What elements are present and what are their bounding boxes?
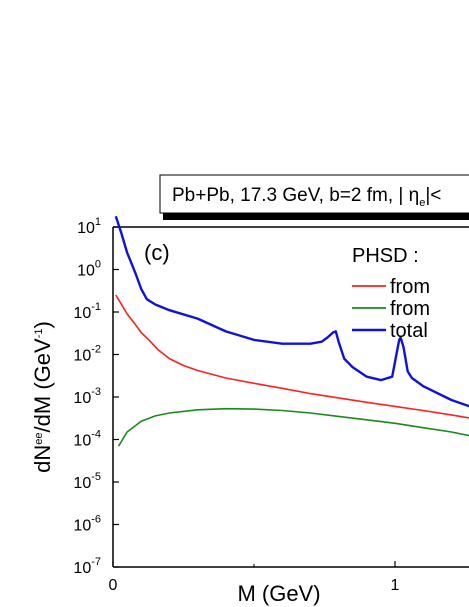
series-line-1 [115, 294, 469, 419]
panel-label: (c) [144, 240, 170, 265]
y-tick-label: 10-3 [73, 386, 101, 407]
x-tick-label: 1 [391, 577, 400, 594]
x-tick-label: 0 [109, 577, 118, 594]
legend-label-2: from [390, 298, 430, 320]
y-axis-label: dNee/dM (GeV-1) [30, 321, 55, 473]
y-tick-label: 10-5 [73, 471, 101, 492]
legend-label-3: total [390, 320, 428, 342]
y-tick-label: 10-2 [73, 344, 101, 365]
chart-title: Pb+Pb, 17.3 GeV, b=2 fm, | ηe|< [172, 185, 441, 209]
series-line-3 [114, 215, 469, 408]
legend-label-1: from [390, 276, 430, 298]
y-tick-label: 10-6 [73, 514, 101, 535]
y-tick-label: 10-7 [73, 556, 101, 577]
series-line-2 [117, 407, 469, 447]
series-layer [114, 215, 469, 447]
y-tick-label: 101 [77, 216, 101, 237]
y-tick-label: 10-4 [73, 429, 101, 450]
title-box: Pb+Pb, 17.3 GeV, b=2 fm, | ηe|< [159, 174, 469, 220]
y-tick-label: 10-1 [73, 301, 101, 322]
legend-title: PHSD : [352, 245, 419, 267]
axis-ticks: 01210110010-110-210-310-410-510-610-7 [73, 216, 400, 594]
y-tick-label: 100 [77, 259, 101, 280]
x-axis-label: M (GeV) [237, 581, 320, 606]
